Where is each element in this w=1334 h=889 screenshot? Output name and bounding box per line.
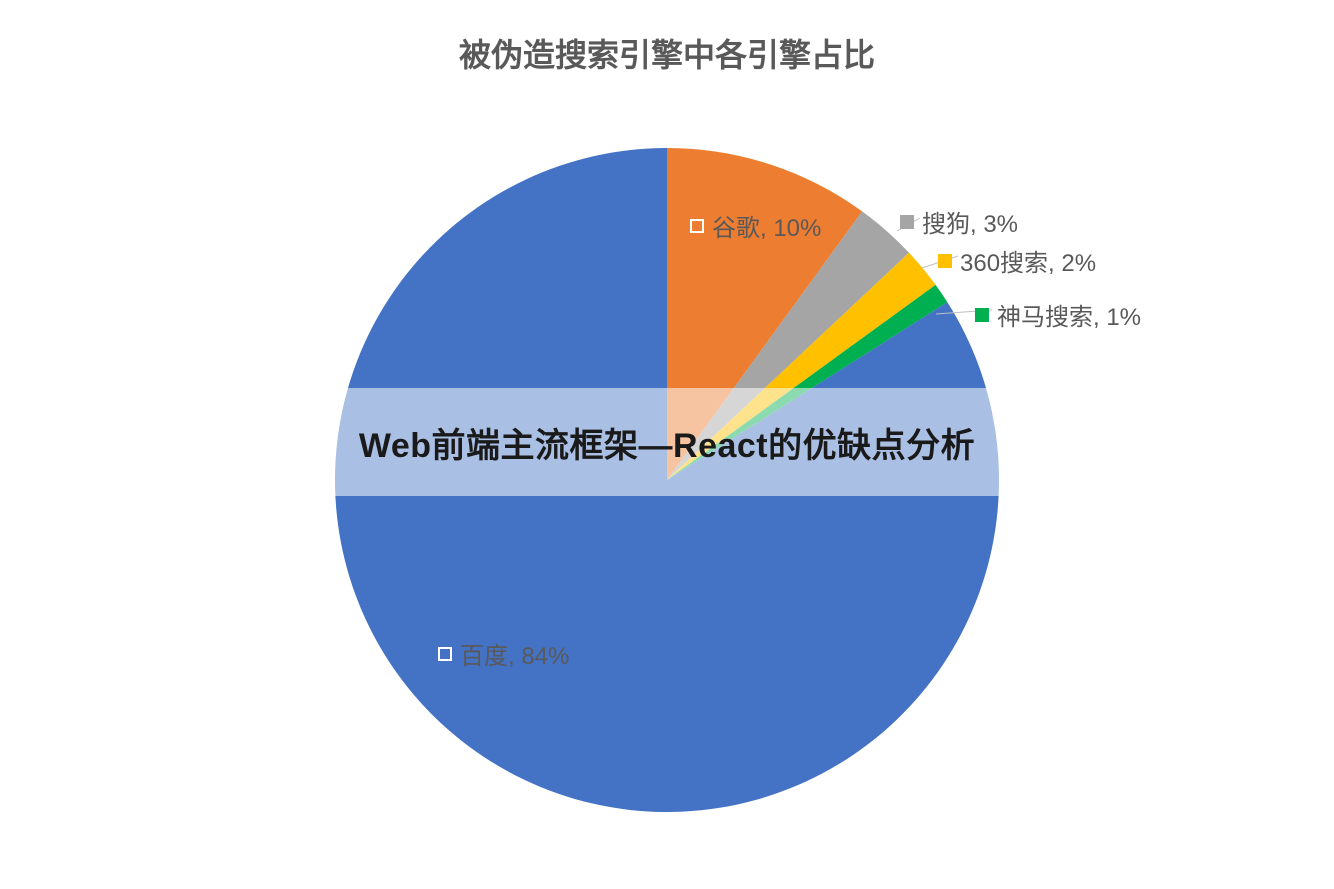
data-label-text: 搜狗, 3% — [922, 204, 1018, 239]
data-label: 谷歌, 10% — [690, 208, 821, 243]
legend-marker-icon — [975, 308, 989, 322]
data-label: 百度, 84% — [438, 636, 569, 671]
legend-marker-icon — [438, 647, 452, 661]
data-label-text: 神马搜索, 1% — [997, 297, 1141, 332]
legend-marker-icon — [900, 215, 914, 229]
overlay-text: Web前端主流框架—React的优缺点分析 — [359, 418, 975, 467]
data-label-text: 谷歌, 10% — [712, 208, 821, 243]
legend-marker-icon — [938, 254, 952, 268]
chart-title-text: 被伪造搜索引擎中各引擎占比 — [459, 37, 875, 73]
chart-title: 被伪造搜索引擎中各引擎占比 — [0, 30, 1334, 76]
data-label-text: 360搜索, 2% — [960, 243, 1096, 278]
data-label: 搜狗, 3% — [900, 204, 1018, 239]
data-label: 神马搜索, 1% — [975, 297, 1141, 332]
legend-marker-icon — [690, 219, 704, 233]
data-label: 360搜索, 2% — [938, 243, 1096, 278]
overlay-band: Web前端主流框架—React的优缺点分析 — [335, 388, 999, 496]
data-label-text: 百度, 84% — [460, 636, 569, 671]
